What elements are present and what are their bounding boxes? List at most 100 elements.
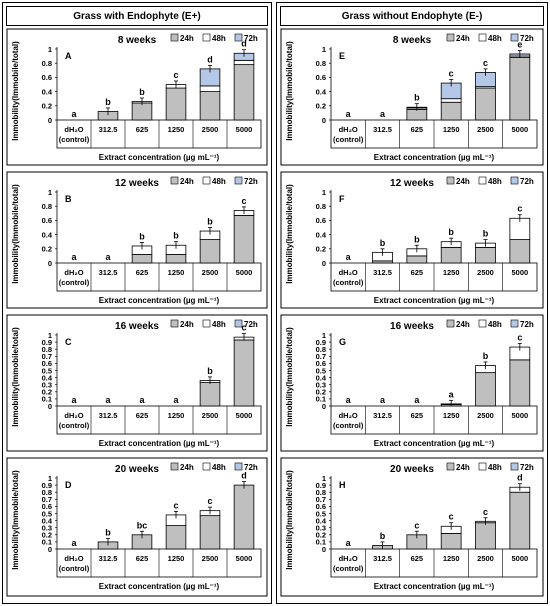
x-tick-label: (control) <box>333 135 364 144</box>
bar-segment-24h <box>509 359 531 407</box>
y-tick-label: 0 <box>322 545 326 554</box>
panel-title: 16 weeks <box>115 321 159 332</box>
x-tick-label: dH₂O <box>339 411 358 420</box>
x-tick-label: 2500 <box>477 268 494 277</box>
x-tick-label: 312.5 <box>373 411 392 420</box>
left-column-frame <box>2 2 272 604</box>
bar-segment-24h <box>440 532 462 550</box>
x-tick-label: 2500 <box>477 411 494 420</box>
bar-segment-24h <box>199 382 221 407</box>
legend-label: 24h <box>456 320 470 329</box>
significance-label: a <box>105 252 111 262</box>
y-tick-label: 0.1 <box>316 395 326 404</box>
x-tick-label: 5000 <box>511 554 528 563</box>
x-tick-label: dH₂O <box>339 125 358 134</box>
panel-border <box>280 171 544 309</box>
significance-label: d <box>241 471 247 481</box>
legend-swatch <box>510 462 519 471</box>
panel-letter: B <box>65 194 72 204</box>
y-axis-label: Immobility(Immobile/total) <box>285 184 294 284</box>
bar-segment-24h <box>165 254 187 264</box>
significance-label: a <box>139 395 145 405</box>
legend-swatch <box>170 462 179 471</box>
y-tick-label: 0 <box>48 116 52 125</box>
legend-label: 48h <box>488 320 502 329</box>
legend-swatch <box>510 319 519 328</box>
legend: 24h 48h 72h <box>446 33 534 43</box>
y-tick-label: 0.2 <box>316 245 326 254</box>
significance-label: a <box>346 395 352 405</box>
chart-panel-D: 20 weeks D 24h 48h 72h Immobility(Immobile/to… <box>6 457 268 597</box>
chart-panel-C: 16 weeks C 24h 48h 72h Immobility(Immobile/to… <box>6 314 268 452</box>
panel-letter: C <box>65 337 72 347</box>
y-tick-label: 0.6 <box>316 73 326 82</box>
legend-label: 24h <box>456 463 470 472</box>
x-axis-label: Extract concentration (µg mL⁻¹) <box>99 582 220 591</box>
x-tick-label: 312.5 <box>373 268 392 277</box>
significance-label: c <box>517 333 522 343</box>
y-tick-label: 0.4 <box>316 87 327 96</box>
significance-label: a <box>380 109 386 119</box>
x-tick-label: 1250 <box>443 411 460 420</box>
y-tick-label: 1 <box>48 331 52 340</box>
significance-label: c <box>449 69 454 79</box>
bar-segment-24h <box>199 91 221 121</box>
significance-label: c <box>517 204 522 214</box>
significance-label: c <box>173 500 178 510</box>
significance-label: b <box>448 227 454 237</box>
y-tick-label: 1 <box>48 474 52 483</box>
bar-segment-24h <box>475 87 496 121</box>
panel-letter: H <box>339 480 346 490</box>
legend: 24h 48h 72h <box>170 319 258 329</box>
y-axis-label: Immobility(Immobile/total) <box>11 327 20 427</box>
x-tick-label: dH₂O <box>339 268 358 277</box>
significance-label: c <box>414 520 419 530</box>
significance-label: b <box>105 527 111 537</box>
y-tick-label: 0.7 <box>316 495 326 504</box>
legend-label: 72h <box>244 34 258 43</box>
significance-label: b <box>483 229 489 239</box>
x-tick-label: (control) <box>333 564 364 573</box>
legend-swatch <box>510 33 519 42</box>
x-tick-label: 5000 <box>236 411 253 420</box>
x-axis-label: Extract concentration (µg mL⁻¹) <box>99 439 220 448</box>
x-tick-label: (control) <box>333 421 364 430</box>
x-tick-label: 1250 <box>443 554 460 563</box>
panel-border <box>280 457 544 597</box>
x-tick-label: (control) <box>333 278 364 287</box>
legend-swatch <box>446 176 455 185</box>
y-tick-label: 0.2 <box>42 531 52 540</box>
significance-label: d <box>517 473 523 483</box>
bar-segment-48h <box>199 85 221 92</box>
y-tick-label: 0.4 <box>42 87 53 96</box>
legend-swatch <box>202 176 211 185</box>
legend-swatch <box>202 319 211 328</box>
legend-swatch <box>170 176 179 185</box>
x-tick-label: (control) <box>59 421 90 430</box>
significance-label: c <box>483 507 488 517</box>
y-tick-label: 0.5 <box>316 366 326 375</box>
significance-label: c <box>173 70 178 80</box>
legend-label: 48h <box>212 320 226 329</box>
legend-swatch <box>478 462 487 471</box>
significance-label: b <box>380 531 386 541</box>
legend-label: 24h <box>180 320 194 329</box>
significance-label: b <box>483 351 489 361</box>
significance-label: a <box>173 395 179 405</box>
y-tick-label: 0 <box>322 116 326 125</box>
significance-label: b <box>139 87 145 97</box>
bar-segment-24h <box>165 87 187 121</box>
bar-segment-24h <box>233 484 255 550</box>
significance-label: b <box>207 217 213 227</box>
y-tick-label: 1 <box>48 45 52 54</box>
legend-swatch <box>446 462 455 471</box>
y-tick-label: 0.6 <box>42 359 52 368</box>
y-tick-label: 0.8 <box>316 488 326 497</box>
x-axis-label: Extract concentration (µg mL⁻¹) <box>99 296 220 305</box>
y-tick-label: 0.4 <box>42 373 53 382</box>
y-tick-label: 0.3 <box>42 524 52 533</box>
x-tick-label: 312.5 <box>373 554 392 563</box>
panel-letter: E <box>339 51 345 61</box>
chart-panel-H: 20 weeks H 24h 48h 72h Immobility(Immobile/to… <box>280 457 544 597</box>
